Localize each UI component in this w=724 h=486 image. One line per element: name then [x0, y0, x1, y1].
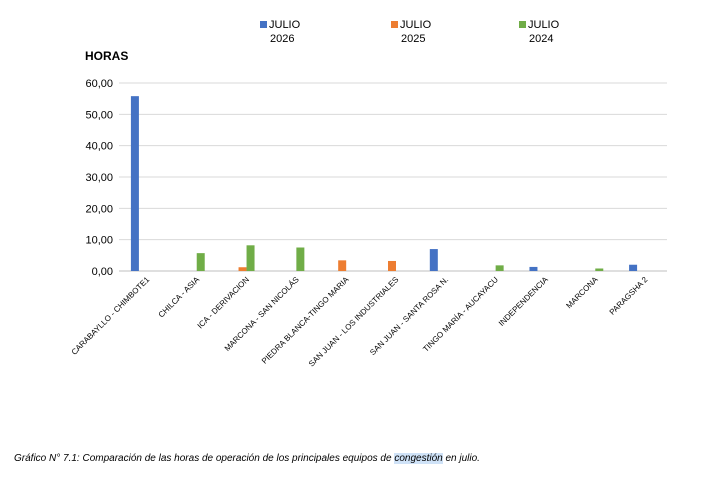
legend-label-2025-line2: 2025 — [401, 33, 426, 45]
bar — [429, 249, 438, 271]
chart-plot: HORAS 0,00 10,00 20,00 30,00 40,00 50,00 60,00 C… — [70, 49, 667, 368]
legend-label-2024-line2: 2024 — [529, 33, 554, 45]
figure-caption: Gráfico N° 7.1: Comparación de las horas… — [14, 453, 480, 464]
caption-highlight: congestión — [394, 453, 443, 464]
legend-label-2025-line1: JULIO — [400, 19, 432, 31]
y-axis-title: HORAS — [85, 49, 128, 63]
y-tick-label: 10,00 — [85, 235, 113, 247]
legend-label-2026-line2: 2026 — [270, 33, 295, 45]
y-tick-label: 20,00 — [85, 203, 113, 215]
x-tick-label: MARCONA — [564, 275, 600, 311]
bar — [595, 268, 604, 271]
y-tick-label: 0,00 — [92, 266, 113, 278]
bar — [629, 264, 638, 271]
x-tick-label: INDEPENDENCIA — [497, 275, 550, 328]
legend-swatch-2026 — [260, 21, 267, 28]
bar — [388, 260, 396, 271]
bar — [130, 96, 139, 271]
bar — [246, 245, 255, 271]
caption-suffix: en julio. — [442, 453, 480, 464]
y-tick-label: 60,00 — [85, 78, 113, 90]
bar — [338, 260, 347, 271]
legend-label-2024-line1: JULIO — [528, 19, 560, 31]
caption-prefix: Gráfico N° 7.1: Comparación de las horas… — [14, 453, 395, 464]
bar — [196, 253, 205, 271]
x-tick-label: CHILCA - ASIA — [157, 275, 202, 320]
x-tick-label: ICA - DERIVACION — [196, 275, 251, 330]
x-tick-label: CARABAYLLO - CHIMBOTE1 — [70, 275, 152, 357]
bar — [296, 247, 305, 271]
y-tick-label: 30,00 — [85, 172, 113, 184]
x-tick-label: PIEDRA BLANCA-TINGO MARIA — [260, 275, 351, 366]
legend-label-2026-line1: JULIO — [269, 19, 301, 31]
bar — [238, 267, 247, 271]
y-tick-label: 50,00 — [85, 109, 113, 121]
x-tick-label: SAN JUAN - LOS INDUSTRIALES — [307, 275, 400, 368]
legend-swatch-2024 — [519, 21, 526, 28]
y-tick-label: 40,00 — [85, 141, 113, 153]
legend-swatch-2025 — [391, 21, 398, 28]
x-tick-label: PARAGSHA 2 — [608, 275, 650, 317]
bar — [529, 266, 538, 271]
bar — [495, 265, 504, 271]
